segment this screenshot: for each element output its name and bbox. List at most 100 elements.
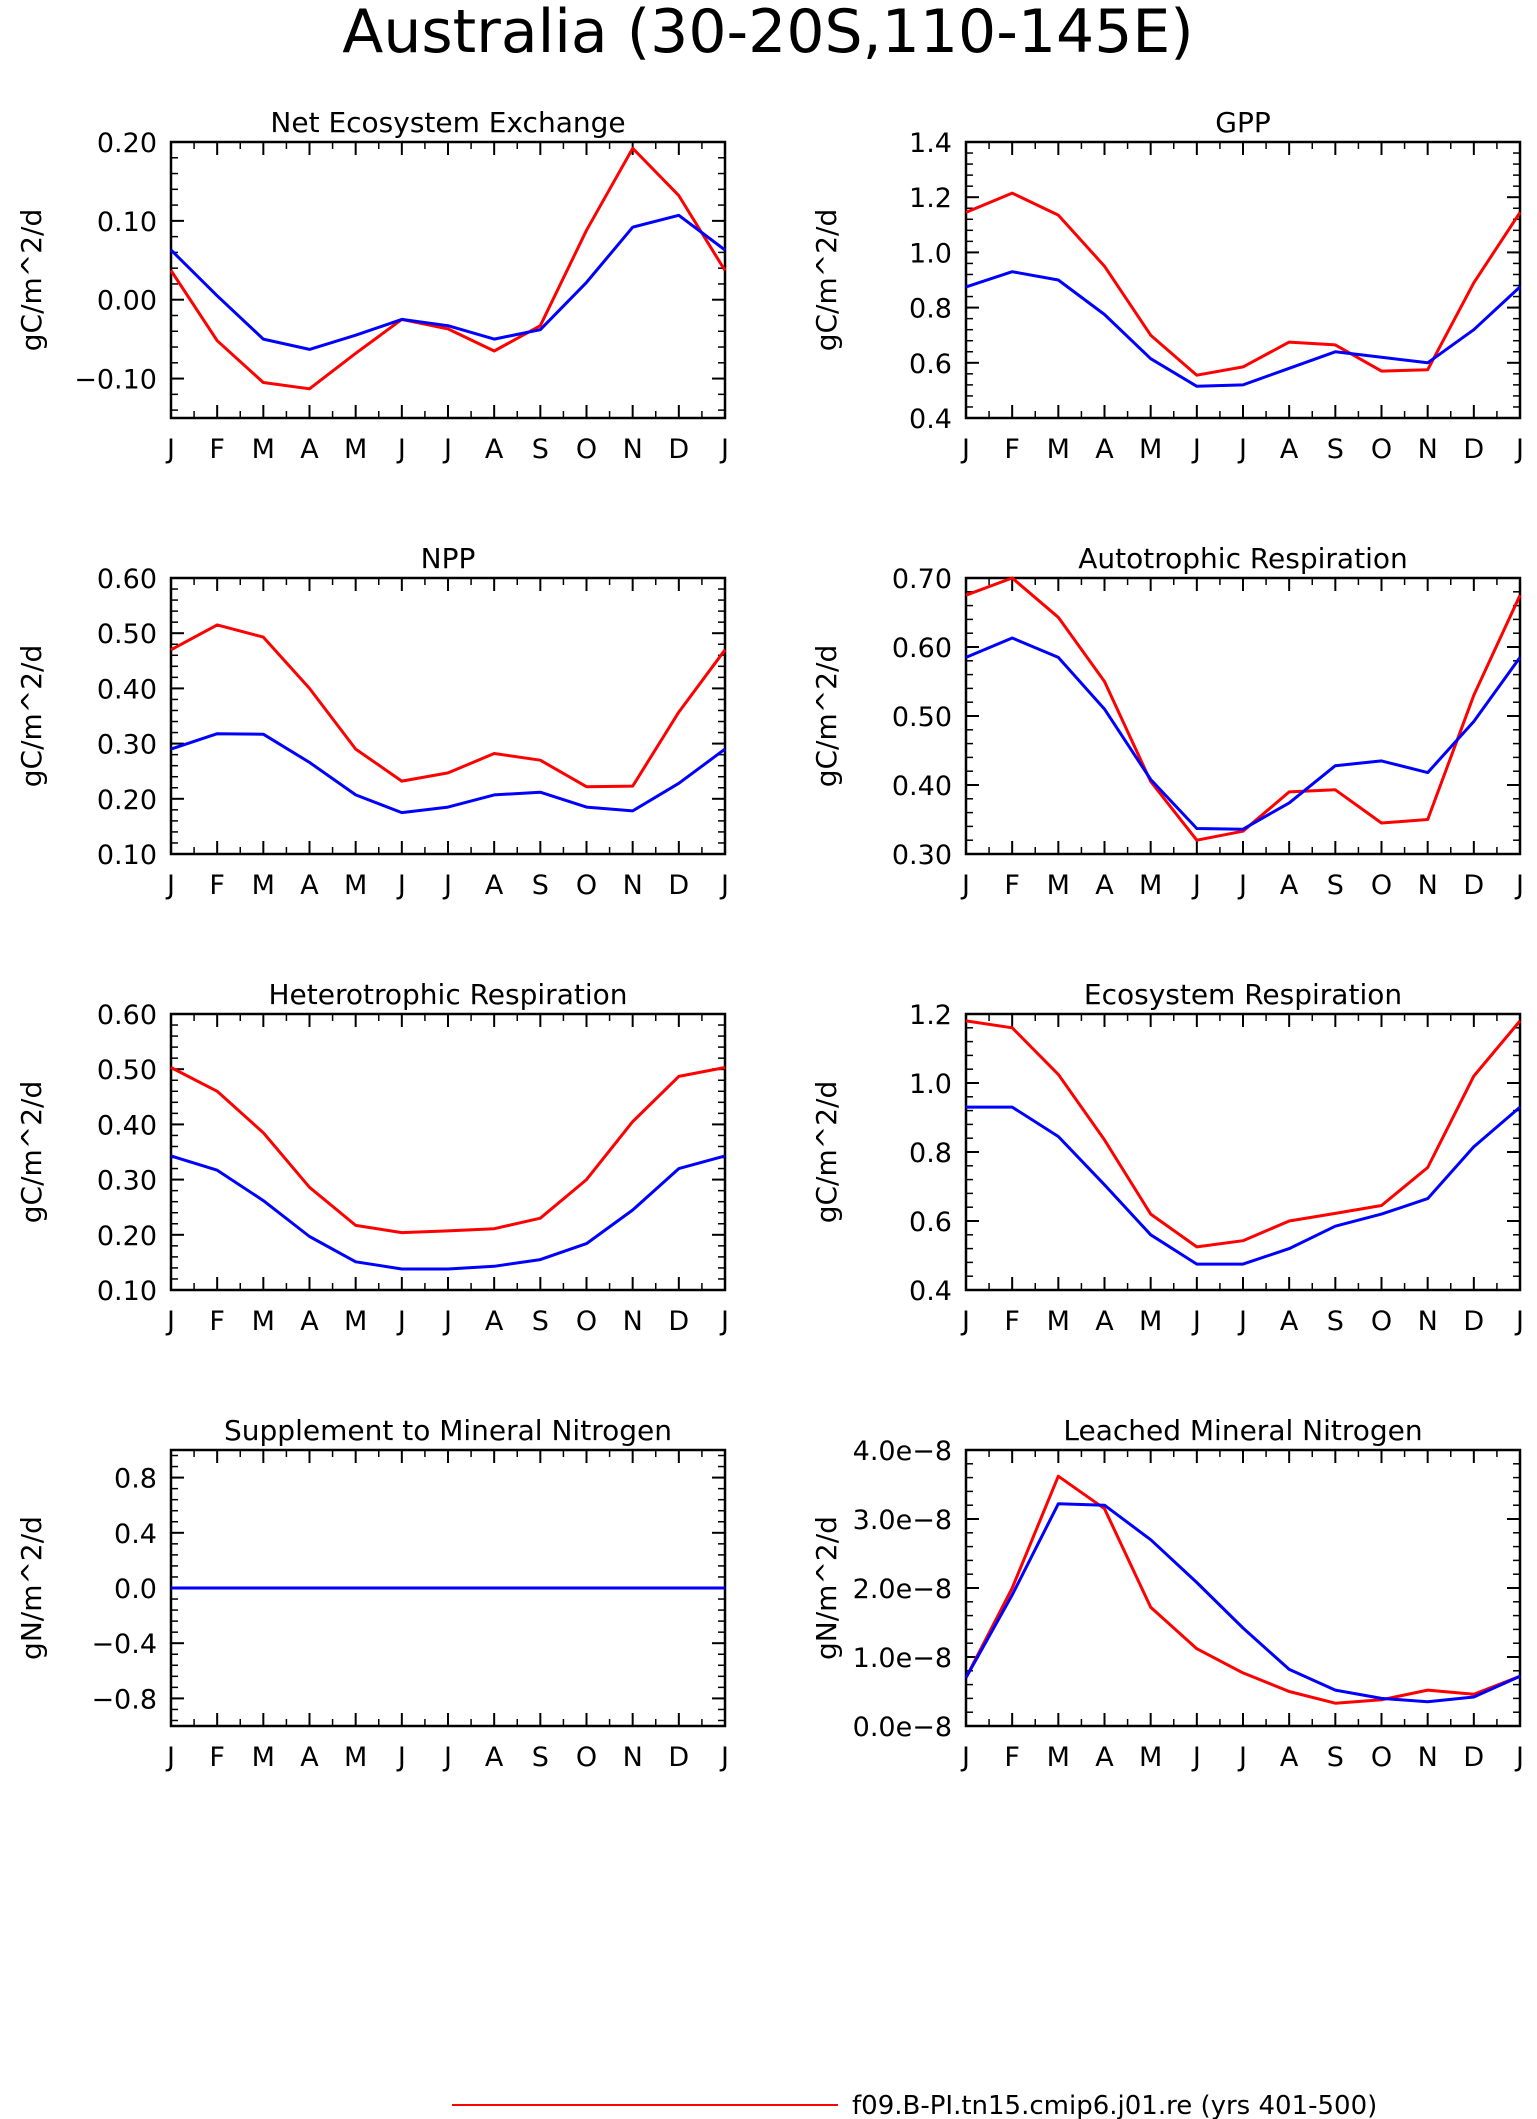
x-tick-label: J [396, 1306, 406, 1337]
series-line [965, 1019, 1522, 1249]
series-line [964, 1502, 1521, 1704]
x-tick-label: M [1047, 434, 1070, 465]
y-axis-label: gC/m^2/d [15, 645, 48, 788]
x-tick-label: J [396, 1742, 406, 1773]
x-tick-label: S [532, 434, 549, 465]
x-tick-label: D [668, 870, 689, 901]
x-tick-label: M [1047, 870, 1070, 901]
x-tick-label: J [960, 870, 970, 901]
x-tick-label: O [1371, 870, 1392, 901]
x-tick-label: J [719, 434, 729, 465]
chart-panel: Supplement to Mineral Nitrogen gN/m^2/d J F… [15, 1414, 729, 1773]
x-tick-label: J [1237, 1306, 1247, 1337]
y-axis-label: gC/m^2/d [15, 209, 48, 352]
y-tick-label: 0.8 [909, 1138, 952, 1169]
y-tick-label: 0.60 [97, 564, 157, 595]
x-tick-label: J [1191, 1306, 1201, 1337]
x-tick-label: M [1047, 1306, 1070, 1337]
x-tick-label: J [719, 1742, 729, 1773]
y-tick-label: 0.20 [97, 785, 157, 816]
x-tick-label: F [1004, 1306, 1020, 1337]
x-tick-label: J [960, 434, 970, 465]
x-tick-label: N [1418, 434, 1438, 465]
x-tick-label: M [344, 870, 367, 901]
x-tick-label: J [1191, 870, 1201, 901]
x-tick-label: S [1327, 1306, 1344, 1337]
y-tick-label: 0.30 [97, 1166, 157, 1197]
panel-title: GPP [1215, 106, 1270, 139]
x-tick-label: A [1095, 434, 1114, 465]
y-tick-label: −0.4 [91, 1629, 157, 1660]
y-tick-label: 0.8 [114, 1464, 157, 1495]
y-tick-label: −0.8 [91, 1684, 157, 1715]
x-tick-label: F [209, 434, 225, 465]
x-tick-label: N [623, 1306, 643, 1337]
plot-frame [964, 1448, 1522, 1728]
y-tick-label: 0.60 [892, 633, 952, 664]
series-line [965, 576, 1522, 842]
y-tick-label: 0.20 [97, 128, 157, 159]
y-tick-label: 0.4 [114, 1519, 157, 1550]
panel-title: Ecosystem Respiration [1084, 978, 1402, 1011]
x-tick-label: J [165, 1742, 175, 1773]
x-tick-label: N [623, 1742, 643, 1773]
x-tick-label: F [209, 870, 225, 901]
x-tick-label: M [1139, 1742, 1162, 1773]
y-axis-label: gC/m^2/d [810, 645, 843, 788]
series-line [170, 1066, 726, 1235]
x-tick-label: F [209, 1306, 225, 1337]
x-tick-label: S [532, 870, 549, 901]
x-tick-label: A [1280, 1742, 1299, 1773]
x-tick-label: S [532, 1742, 549, 1773]
series-line [170, 732, 726, 815]
x-tick-label: M [344, 434, 367, 465]
series-line [169, 146, 727, 391]
y-tick-label: 0.10 [97, 207, 157, 238]
y-axis-label: gN/m^2/d [15, 1516, 48, 1660]
x-tick-label: A [1095, 1742, 1114, 1773]
x-tick-label: S [1327, 870, 1344, 901]
y-tick-label: 0.50 [892, 702, 952, 733]
y-tick-label: 0.40 [97, 674, 157, 705]
x-tick-label: S [532, 1306, 549, 1337]
x-tick-label: A [485, 1306, 504, 1337]
x-tick-label: A [485, 1742, 504, 1773]
x-tick-label: J [1514, 434, 1524, 465]
y-axis-label: gN/m^2/d [810, 1516, 843, 1660]
x-tick-label: F [1004, 870, 1020, 901]
x-tick-label: F [1004, 434, 1020, 465]
x-tick-label: O [576, 434, 597, 465]
x-tick-label: A [300, 1742, 319, 1773]
y-tick-label: 0.10 [97, 1276, 157, 1307]
x-tick-label: J [442, 870, 452, 901]
series-line [966, 1105, 1521, 1266]
x-tick-label: D [668, 1742, 689, 1773]
x-tick-label: O [1371, 1306, 1392, 1337]
plot-frame [964, 140, 1522, 420]
y-tick-label: 0.8 [909, 294, 952, 325]
y-axis-label: gC/m^2/d [15, 1081, 48, 1224]
y-tick-label: 0.20 [97, 1221, 157, 1252]
panel-title: NPP [421, 542, 476, 575]
y-tick-label: 2.0e−8 [853, 1574, 952, 1605]
panel-title: Supplement to Mineral Nitrogen [224, 1414, 672, 1447]
y-tick-label: 1.0 [909, 238, 952, 269]
x-tick-label: S [1327, 1742, 1344, 1773]
x-tick-label: J [1237, 870, 1247, 901]
x-tick-label: F [209, 1742, 225, 1773]
x-tick-label: O [576, 870, 597, 901]
y-tick-label: 1.2 [909, 183, 952, 214]
x-tick-label: M [344, 1742, 367, 1773]
legend-label: f09.B-PI.tn15.cmip6.j01.re (yrs 401-500) [852, 2091, 1377, 2119]
y-tick-label: 1.0 [909, 1069, 952, 1100]
x-tick-label: M [1047, 1742, 1070, 1773]
x-tick-label: A [300, 434, 319, 465]
series-line [965, 636, 1522, 831]
